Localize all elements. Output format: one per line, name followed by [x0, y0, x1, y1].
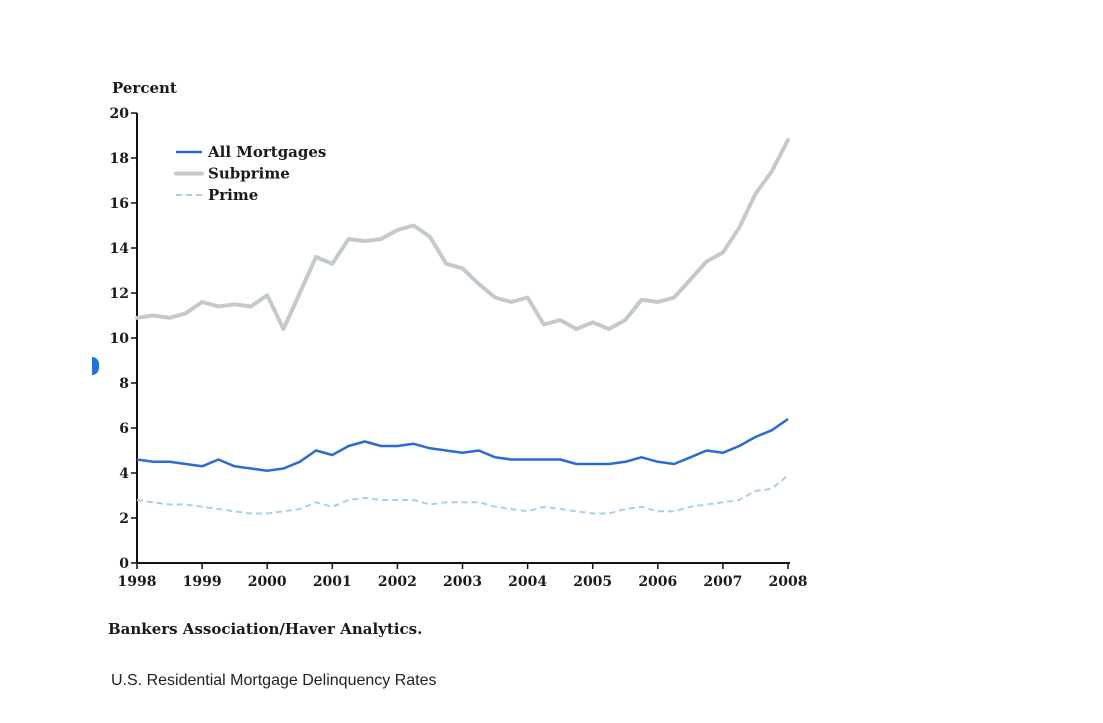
y-tick-label: 12 [110, 286, 129, 302]
y-tick-label: 18 [110, 151, 129, 167]
series-line-subprime [135, 138, 790, 331]
y-tick-label: 16 [110, 196, 129, 212]
x-tick-label: 2001 [313, 574, 352, 590]
legend: All Mortgages Subprime Prime [174, 143, 326, 204]
y-tick-label: 20 [110, 106, 130, 122]
legend-label: All Mortgages [207, 143, 326, 161]
x-tick-label: 2000 [248, 574, 287, 590]
y-tick-label: 4 [119, 466, 129, 482]
y-axis-title: Percent [112, 79, 177, 97]
x-tick-label: 2004 [508, 574, 547, 590]
axes: 0 2 4 6 8 10 12 14 16 18 20 1998 1999 2000 2001 2002 200… [110, 106, 808, 590]
x-tick-label: 2006 [638, 574, 677, 590]
x-tick-label: 1998 [118, 574, 157, 590]
x-tick-label: 2003 [443, 574, 482, 590]
x-tick-label: 2008 [769, 574, 808, 590]
side-panel-handle[interactable] [92, 357, 99, 375]
x-tick-label: 2002 [378, 574, 417, 590]
y-tick-label: 10 [110, 331, 130, 347]
x-tick-label: 1999 [183, 574, 222, 590]
series-layer [135, 138, 790, 515]
series-line-all-mortgages [136, 417, 789, 473]
legend-label: Prime [208, 186, 258, 204]
y-tick-label: 2 [119, 511, 129, 527]
legend-label: Subprime [208, 165, 290, 183]
x-tick-label: 2007 [703, 574, 742, 590]
y-tick-label: 0 [119, 556, 129, 572]
chart-caption: U.S. Residential Mortgage Delinquency Ra… [111, 672, 437, 689]
y-tick-label: 14 [110, 241, 130, 257]
y-tick-label: 8 [119, 376, 129, 392]
y-tick-label: 6 [119, 421, 129, 437]
source-note: Bankers Association/Haver Analytics. [108, 620, 423, 638]
x-tick-label: 2005 [573, 574, 612, 590]
series-line-prime [136, 474, 789, 515]
